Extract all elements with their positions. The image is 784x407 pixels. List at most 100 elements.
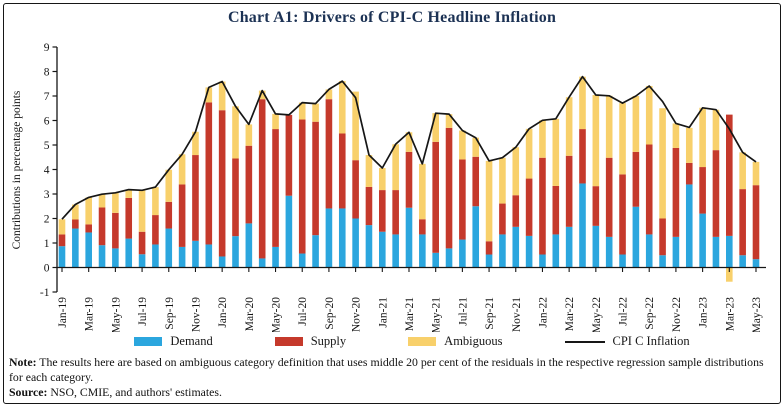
figure-footnote: Note: The results here are based on ambi… bbox=[9, 355, 775, 400]
bar-segment-demand bbox=[512, 226, 520, 268]
bar-segment-demand bbox=[245, 223, 253, 268]
bar-segment-ambiguous bbox=[525, 128, 533, 179]
y-axis-tick-label: 2 bbox=[44, 213, 50, 225]
bar-segment-supply bbox=[432, 141, 439, 253]
bar-segment-supply bbox=[58, 234, 66, 247]
bar-segment-demand bbox=[138, 254, 146, 268]
source-text: NSO, CMIE, and authors' estimates. bbox=[47, 384, 222, 399]
bar-segment-demand bbox=[112, 248, 119, 268]
note-text: The results here are based on ambiguous … bbox=[9, 355, 764, 384]
note-label: Note: bbox=[9, 355, 37, 369]
bar-segment-demand bbox=[605, 236, 613, 268]
x-axis-tick-label: May-22 bbox=[591, 297, 603, 332]
bar-segment-ambiguous bbox=[72, 204, 79, 220]
bar-segment-demand bbox=[325, 208, 333, 268]
bar-segment-supply bbox=[312, 121, 319, 236]
note-line: Note: The results here are based on ambi… bbox=[9, 355, 775, 385]
bar-segment-demand bbox=[72, 228, 79, 268]
bar-segment-supply bbox=[605, 157, 613, 237]
bar-segment-supply bbox=[685, 162, 693, 185]
x-axis-tick-label: Mar-22 bbox=[564, 297, 576, 332]
bar-segment-ambiguous bbox=[539, 120, 546, 158]
bar-segment-demand bbox=[298, 253, 306, 268]
bar-segment-supply bbox=[552, 185, 560, 235]
bar-segment-supply bbox=[565, 155, 573, 227]
x-axis-tick-label: May-21 bbox=[431, 297, 443, 332]
bar-segment-ambiguous bbox=[645, 85, 653, 145]
source-label: Source: bbox=[9, 384, 48, 399]
bar-segment-ambiguous bbox=[245, 124, 253, 146]
bar-segment-ambiguous bbox=[712, 109, 720, 151]
bar-segment-ambiguous bbox=[232, 106, 239, 159]
bar-segment-supply bbox=[325, 99, 333, 209]
bar-segment-ambiguous-negative bbox=[726, 267, 733, 282]
bar-segment-ambiguous bbox=[272, 113, 279, 130]
bar-segment-ambiguous bbox=[739, 152, 746, 190]
cpi-inflation-line bbox=[61, 75, 757, 220]
legend-line-swatch bbox=[564, 340, 605, 343]
bar-segment-supply bbox=[165, 201, 173, 229]
bar-segment-supply bbox=[459, 159, 466, 240]
bar-segment-demand bbox=[619, 254, 626, 268]
legend-color-swatch bbox=[274, 337, 303, 346]
bar-segment-ambiguous bbox=[165, 169, 173, 202]
bar-segment-supply bbox=[112, 212, 119, 249]
bar-segment-demand bbox=[272, 246, 279, 268]
bar-segment-demand bbox=[472, 206, 480, 268]
bar-segment-demand bbox=[405, 207, 413, 268]
x-axis-tick-label: Sep-22 bbox=[644, 297, 656, 330]
bar-segment-demand bbox=[659, 255, 666, 268]
x-axis-tick-label: Nov-19 bbox=[190, 297, 202, 332]
bar-segment-ambiguous bbox=[125, 189, 133, 198]
x-axis-tick-label: Nov-21 bbox=[511, 297, 523, 332]
x-axis-tick-label: Mar-20 bbox=[244, 297, 256, 332]
chart-title: Chart A1: Drivers of CPI-C Headline Infl… bbox=[227, 9, 557, 26]
bar-segment-supply bbox=[392, 190, 399, 235]
bar-segment-demand bbox=[98, 245, 106, 268]
bar-segment-supply bbox=[539, 157, 546, 255]
x-axis-tick-label: Jul-21 bbox=[457, 297, 469, 326]
bar-segment-supply bbox=[405, 151, 413, 208]
bar-segment-ambiguous bbox=[192, 131, 199, 156]
bar-segment-demand bbox=[232, 236, 239, 268]
bar-segment-ambiguous bbox=[445, 114, 453, 128]
x-axis-tick-label: Mar-23 bbox=[724, 297, 736, 332]
bar-segment-demand bbox=[58, 246, 66, 268]
bar-segment-ambiguous bbox=[338, 81, 346, 134]
x-axis-tick-label: Jan-22 bbox=[537, 297, 549, 328]
bar-segment-ambiguous bbox=[485, 160, 493, 242]
bar-segment-supply bbox=[152, 215, 159, 245]
bar-segment-ambiguous bbox=[379, 168, 386, 191]
bar-segment-ambiguous bbox=[325, 89, 333, 100]
bar-segment-demand bbox=[125, 238, 133, 268]
bar-segment-demand bbox=[685, 184, 693, 268]
bar-segment-ambiguous bbox=[85, 197, 92, 225]
x-axis-tick-label: Jan-23 bbox=[698, 297, 710, 328]
x-axis-tick-label: Mar-21 bbox=[404, 297, 416, 332]
bar-segment-ambiguous bbox=[58, 219, 66, 235]
bar-segment-supply bbox=[245, 145, 253, 224]
bar-segment-ambiguous bbox=[298, 102, 306, 120]
y-axis-tick-label: -1 bbox=[40, 287, 50, 299]
bar-segment-demand bbox=[178, 246, 186, 268]
bar-segment-ambiguous bbox=[392, 144, 399, 191]
bar-segment-demand bbox=[499, 234, 506, 268]
bar-segment-supply bbox=[232, 158, 239, 237]
bar-segment-supply bbox=[726, 114, 733, 236]
x-axis-tick-label: Nov-22 bbox=[671, 297, 683, 332]
bar-segment-supply bbox=[178, 184, 186, 247]
bar-segment-supply bbox=[672, 147, 680, 237]
bar-segment-demand bbox=[338, 208, 346, 268]
bar-segment-ambiguous bbox=[152, 187, 159, 216]
legend-color-swatch bbox=[134, 337, 163, 346]
bar-segment-demand bbox=[726, 235, 733, 268]
x-axis-tick-label: May-20 bbox=[271, 297, 283, 332]
y-axis-tick-label: 9 bbox=[44, 42, 50, 54]
x-axis-tick-label: May-19 bbox=[110, 297, 122, 332]
bar-segment-demand bbox=[752, 259, 760, 268]
bar-segment-demand bbox=[352, 218, 359, 268]
bar-segment-demand bbox=[632, 206, 640, 268]
x-axis-tick-label: Sep-21 bbox=[484, 297, 496, 330]
bar-segment-supply bbox=[645, 144, 653, 235]
